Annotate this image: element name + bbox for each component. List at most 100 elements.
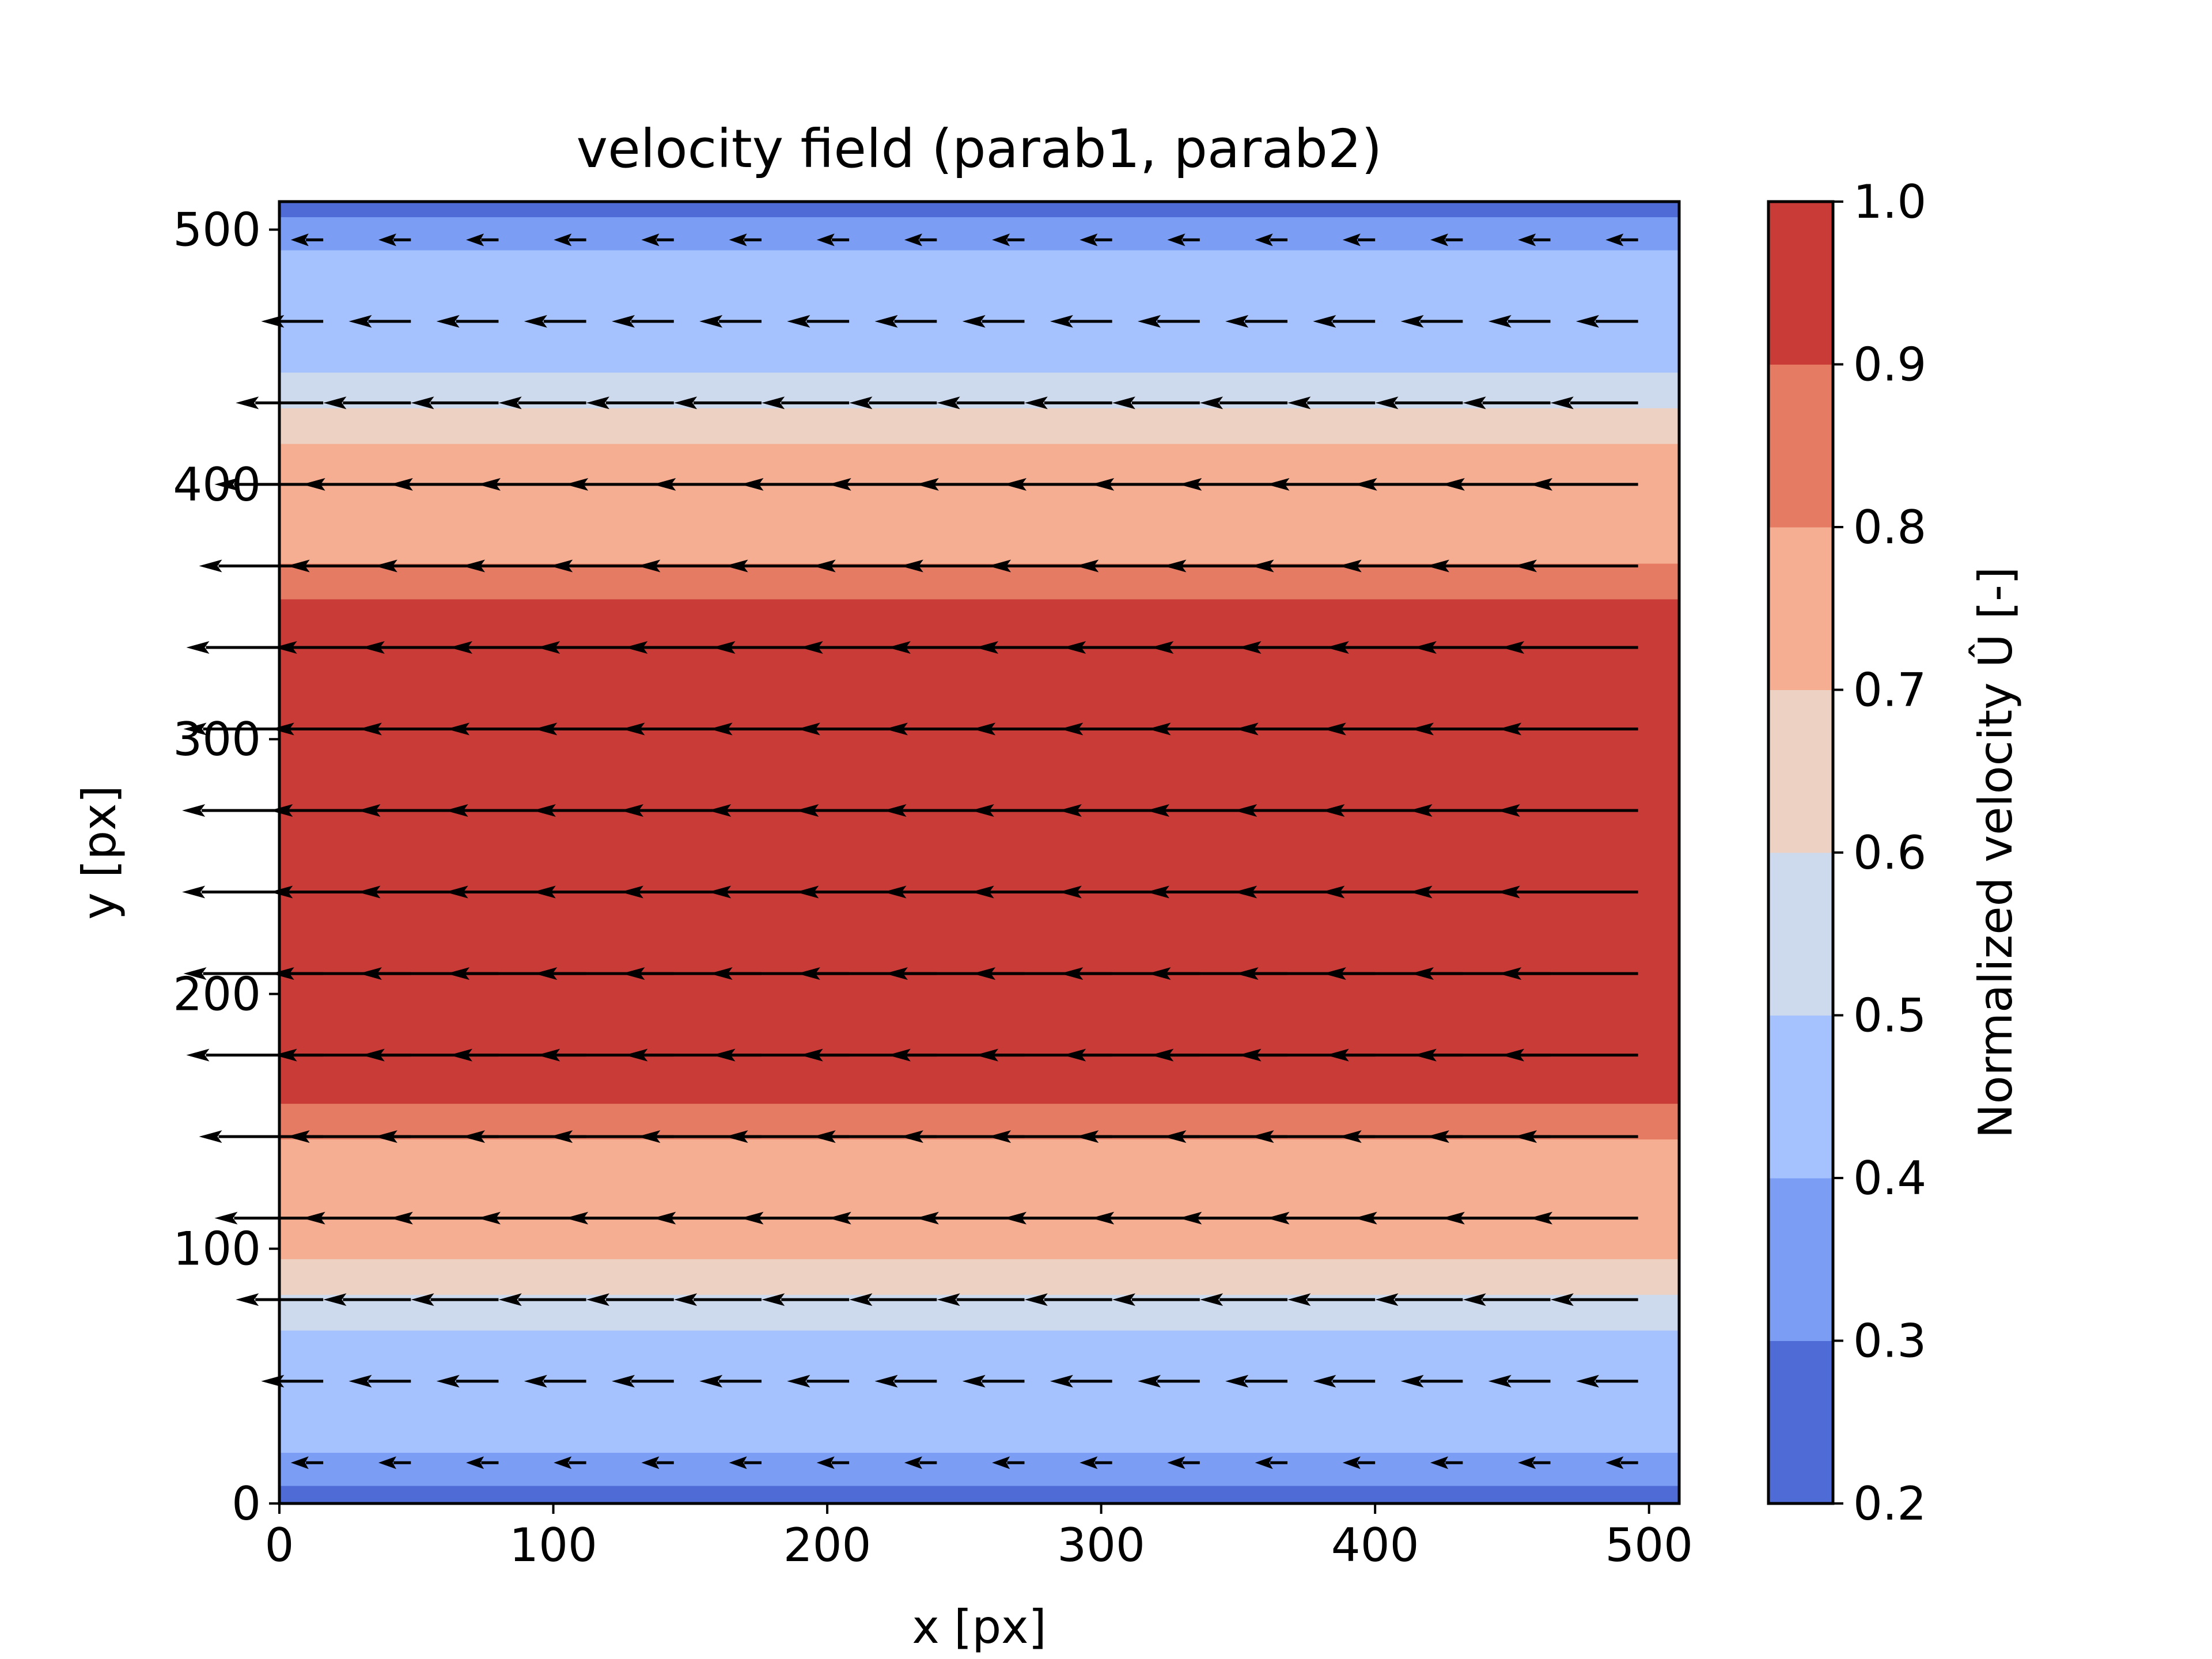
quiver-arrow — [1167, 1456, 1200, 1469]
quiver-arrow — [725, 1130, 850, 1143]
quiver-arrow — [699, 1374, 762, 1388]
contour-band — [279, 599, 1679, 1104]
quiver-arrow — [1225, 315, 1287, 328]
quiver-arrow — [674, 1293, 762, 1306]
quiver-arrow — [874, 315, 937, 328]
quiver-arrow — [1430, 233, 1463, 247]
quiver-arrow — [641, 233, 674, 247]
quiver-arrow — [1550, 1293, 1638, 1306]
quiver-arrow — [1605, 233, 1638, 247]
x-tick-label: 0 — [265, 1518, 294, 1572]
quiver-arrow — [1463, 396, 1551, 410]
quiver-arrows — [182, 233, 1638, 1469]
y-tick-label: 0 — [232, 1477, 261, 1531]
x-tick-label: 400 — [1331, 1518, 1419, 1572]
quiver-arrow — [1287, 1293, 1376, 1306]
quiver-arrow — [900, 1130, 1025, 1143]
quiver-arrow — [323, 396, 411, 410]
quiver-arrow — [611, 1374, 674, 1388]
quiver-arrow — [904, 1456, 937, 1469]
quiver-arrow — [992, 1456, 1025, 1469]
quiver-arrow — [992, 233, 1025, 247]
quiver-arrow — [1501, 641, 1638, 654]
colorbar — [1768, 202, 1833, 1504]
contour-band — [279, 1330, 1679, 1453]
quiver-arrow — [962, 1374, 1025, 1388]
quiver-arrow — [1529, 1211, 1638, 1225]
quiver-arrow — [466, 233, 499, 247]
quiver-arrow — [1050, 315, 1112, 328]
quiver-arrow — [1400, 315, 1463, 328]
quiver-arrow — [1575, 1374, 1638, 1388]
y-tick-label: 100 — [173, 1222, 261, 1276]
quiver-arrow — [1080, 233, 1112, 247]
quiver-arrow — [411, 396, 499, 410]
contour-band — [279, 202, 1679, 218]
quiver-arrow — [199, 559, 324, 573]
quiver-arrow — [199, 1130, 324, 1143]
contour-band — [279, 563, 1679, 600]
contour-band — [279, 1259, 1679, 1295]
colorbar-tick-label: 0.9 — [1853, 338, 1926, 392]
quiver-arrow — [637, 1130, 762, 1143]
colorbar-tick-label: 1.0 — [1853, 175, 1926, 229]
quiver-arrow — [762, 396, 850, 410]
quiver-arrow — [286, 559, 411, 573]
quiver-arrow — [1497, 885, 1638, 899]
quiver-arrow — [1112, 1293, 1200, 1306]
colorbar-tick-label: 0.8 — [1853, 501, 1926, 554]
quiver-arrow — [1075, 1130, 1200, 1143]
contour-band — [279, 217, 1679, 251]
quiver-arrow — [586, 396, 674, 410]
quiver-arrow — [1605, 1456, 1638, 1469]
quiver-arrow — [554, 233, 586, 247]
quiver-arrow — [849, 1293, 937, 1306]
x-tick-label: 300 — [1057, 1518, 1145, 1572]
quiver-arrow — [378, 1456, 411, 1469]
quiver-arrow — [1080, 1456, 1112, 1469]
quiver-arrow — [1400, 1374, 1463, 1388]
quiver-arrow — [286, 1130, 411, 1143]
colorbar-tick-label: 0.7 — [1853, 664, 1926, 717]
quiver-arrow — [1497, 804, 1638, 817]
quiver-arrow — [962, 315, 1025, 328]
quiver-arrow — [1375, 396, 1463, 410]
colorbar-tick-label: 0.3 — [1853, 1315, 1926, 1368]
contour-band — [279, 408, 1679, 444]
quiver-arrow — [1313, 315, 1376, 328]
quiver-arrow — [1200, 1293, 1287, 1306]
y-axis-ticks: 0 100 200 300 400 500 — [173, 203, 279, 1531]
quiver-arrow — [1338, 1130, 1463, 1143]
quiver-arrow — [1251, 559, 1376, 573]
quiver-arrow — [1575, 315, 1638, 328]
x-axis-ticks: 0 100 200 300 400 500 — [265, 1503, 1693, 1572]
quiver-arrow — [762, 1293, 850, 1306]
quiver-arrow — [1529, 478, 1638, 491]
quiver-arrow — [550, 1130, 674, 1143]
quiver-arrow — [904, 233, 937, 247]
quiver-arrow — [378, 233, 411, 247]
quiver-arrow — [1255, 233, 1287, 247]
colorbar-tick-label: 0.2 — [1853, 1477, 1926, 1531]
quiver-arrow — [462, 559, 586, 573]
quiver-arrow — [524, 1374, 586, 1388]
y-tick-label: 500 — [173, 203, 261, 257]
quiver-arrow — [1251, 1130, 1376, 1143]
quiver-arrow — [1287, 396, 1376, 410]
colorbar-ticks: 0.2 0.3 0.4 0.5 0.6 0.7 0.8 0.9 1.0 — [1833, 175, 1926, 1531]
quiver-arrow — [290, 233, 324, 247]
colorbar-segment — [1768, 1015, 1833, 1179]
quiver-arrow — [1075, 559, 1200, 573]
quiver-arrow — [641, 1456, 674, 1469]
quiver-arrow — [637, 559, 762, 573]
quiver-arrow — [1138, 1374, 1200, 1388]
quiver-arrow — [816, 233, 850, 247]
quiver-arrow — [290, 1456, 324, 1469]
quiver-arrow — [374, 559, 499, 573]
quiver-arrow — [323, 1293, 411, 1306]
quiver-arrow — [729, 233, 762, 247]
quiver-arrow — [699, 315, 762, 328]
quiver-arrow — [1163, 1130, 1287, 1143]
quiver-arrow — [812, 1130, 937, 1143]
quiver-arrow — [1463, 1293, 1551, 1306]
